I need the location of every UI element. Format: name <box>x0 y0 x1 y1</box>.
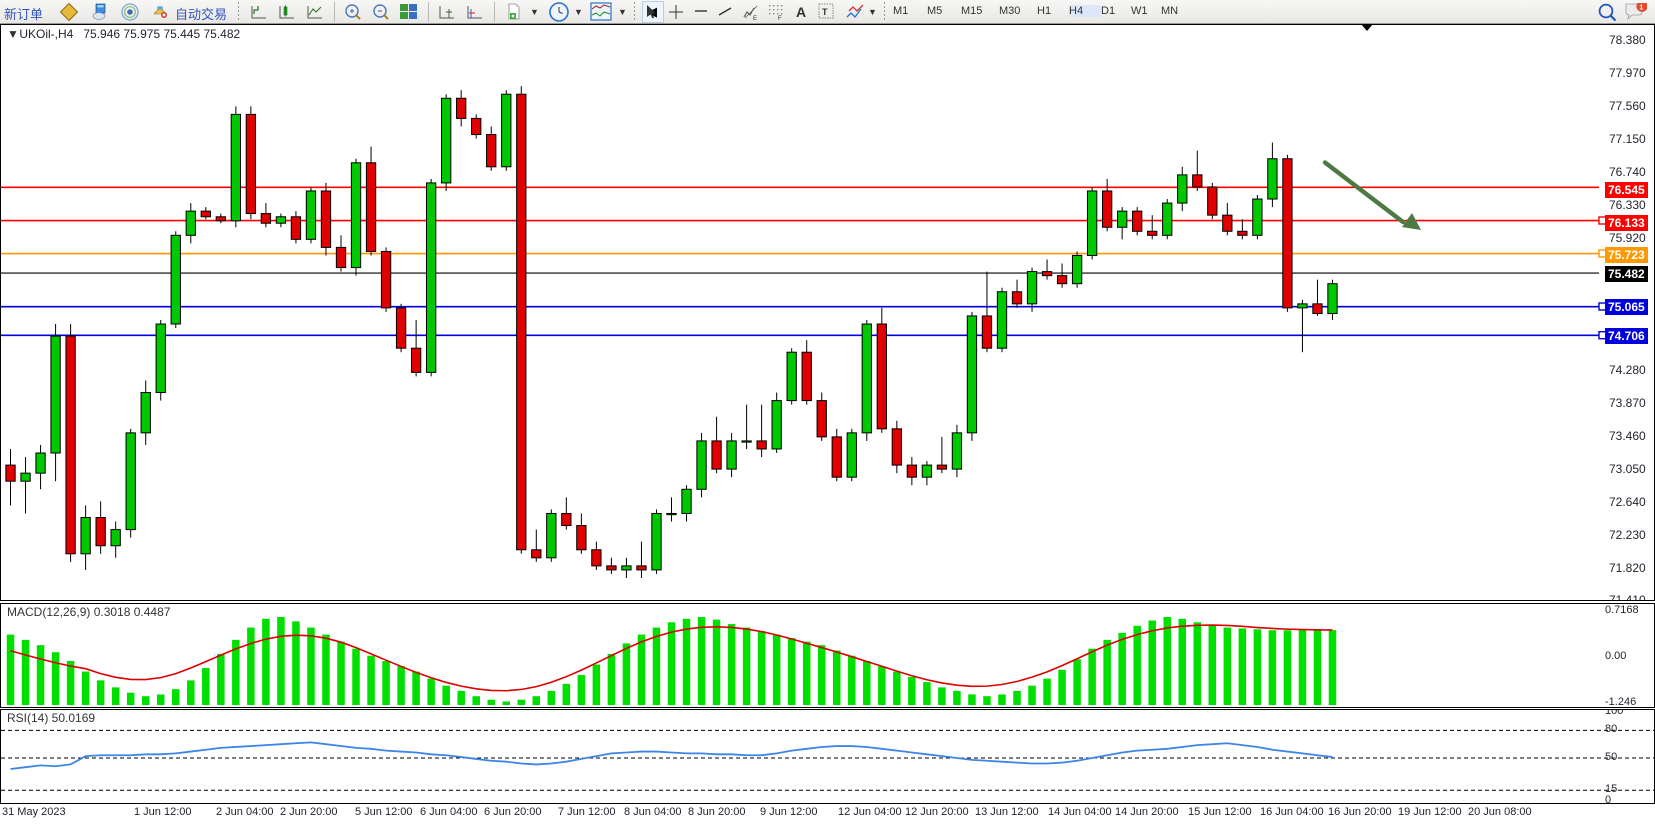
svg-text:F: F <box>778 16 782 20</box>
svg-text:E: E <box>753 16 757 21</box>
svg-text:T: T <box>822 7 828 17</box>
svg-text:1: 1 <box>1639 3 1643 11</box>
